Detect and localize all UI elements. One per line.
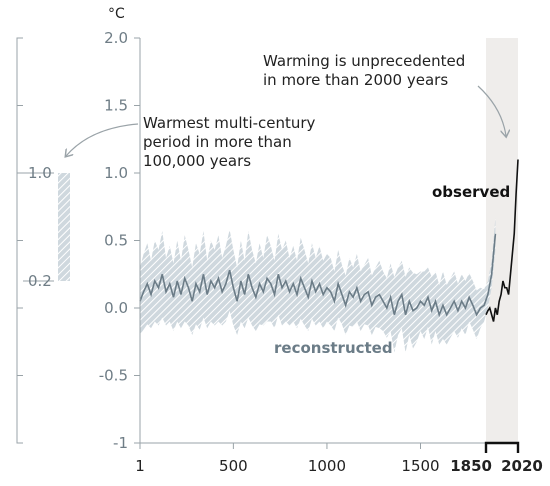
x-tick-label-bold: 1850 — [450, 457, 492, 475]
annotation-line: period in more than — [143, 133, 292, 151]
y-axis-ticks: 2.0 1.5 1.0 0.5 0.0 -0.5 -1 — [99, 29, 141, 452]
y-tick-label: -0.5 — [99, 367, 128, 385]
y-tick-label: 0.5 — [104, 232, 128, 250]
y-axis-unit: °C — [108, 6, 125, 22]
observed-label: observed — [432, 183, 510, 201]
x-axis: 1 500 1000 1500 1850 2020 — [135, 441, 543, 475]
y-tick-label: 2.0 — [104, 29, 128, 47]
unprecedented-arrow — [477, 85, 506, 136]
annotation-line: 100,000 years — [143, 152, 251, 170]
annotation-line: Warmest multi-century — [143, 114, 316, 132]
y-tick-label: 1.0 — [104, 164, 128, 182]
x-tick-label: 1000 — [308, 457, 346, 475]
annotation-line: in more than 2000 years — [263, 71, 448, 89]
warmest-period-annotation: Warmest multi-century period in more than… — [143, 114, 316, 170]
y-tick-label: 1.5 — [104, 97, 128, 115]
unprecedented-annotation: Warming is unprecedented in more than 200… — [263, 52, 465, 89]
side-range-bottom-label: 0.2 — [28, 272, 52, 290]
warmest-period-arrow — [66, 123, 139, 156]
reconstructed-series-line — [139, 233, 497, 318]
side-scale: 1.0 0.2 — [16, 37, 70, 444]
side-range-top-label: 1.0 — [28, 164, 52, 182]
reconstructed-uncertainty-band — [140, 217, 496, 353]
x-tick-label-bold: 2020 — [501, 457, 543, 475]
y-tick-label: 0.0 — [104, 299, 128, 317]
recent-period-shade — [486, 38, 518, 443]
warmest-period-range-bar — [58, 173, 70, 281]
recent-period-bracket — [484, 441, 520, 453]
annotation-line: Warming is unprecedented — [263, 52, 465, 70]
x-tick-label: 1 — [135, 457, 145, 475]
x-tick-label: 500 — [219, 457, 248, 475]
y-tick-label: -1 — [113, 434, 128, 452]
x-tick-label: 1500 — [401, 457, 439, 475]
reconstructed-label: reconstructed — [274, 339, 393, 357]
observed-series-line — [485, 159, 519, 322]
